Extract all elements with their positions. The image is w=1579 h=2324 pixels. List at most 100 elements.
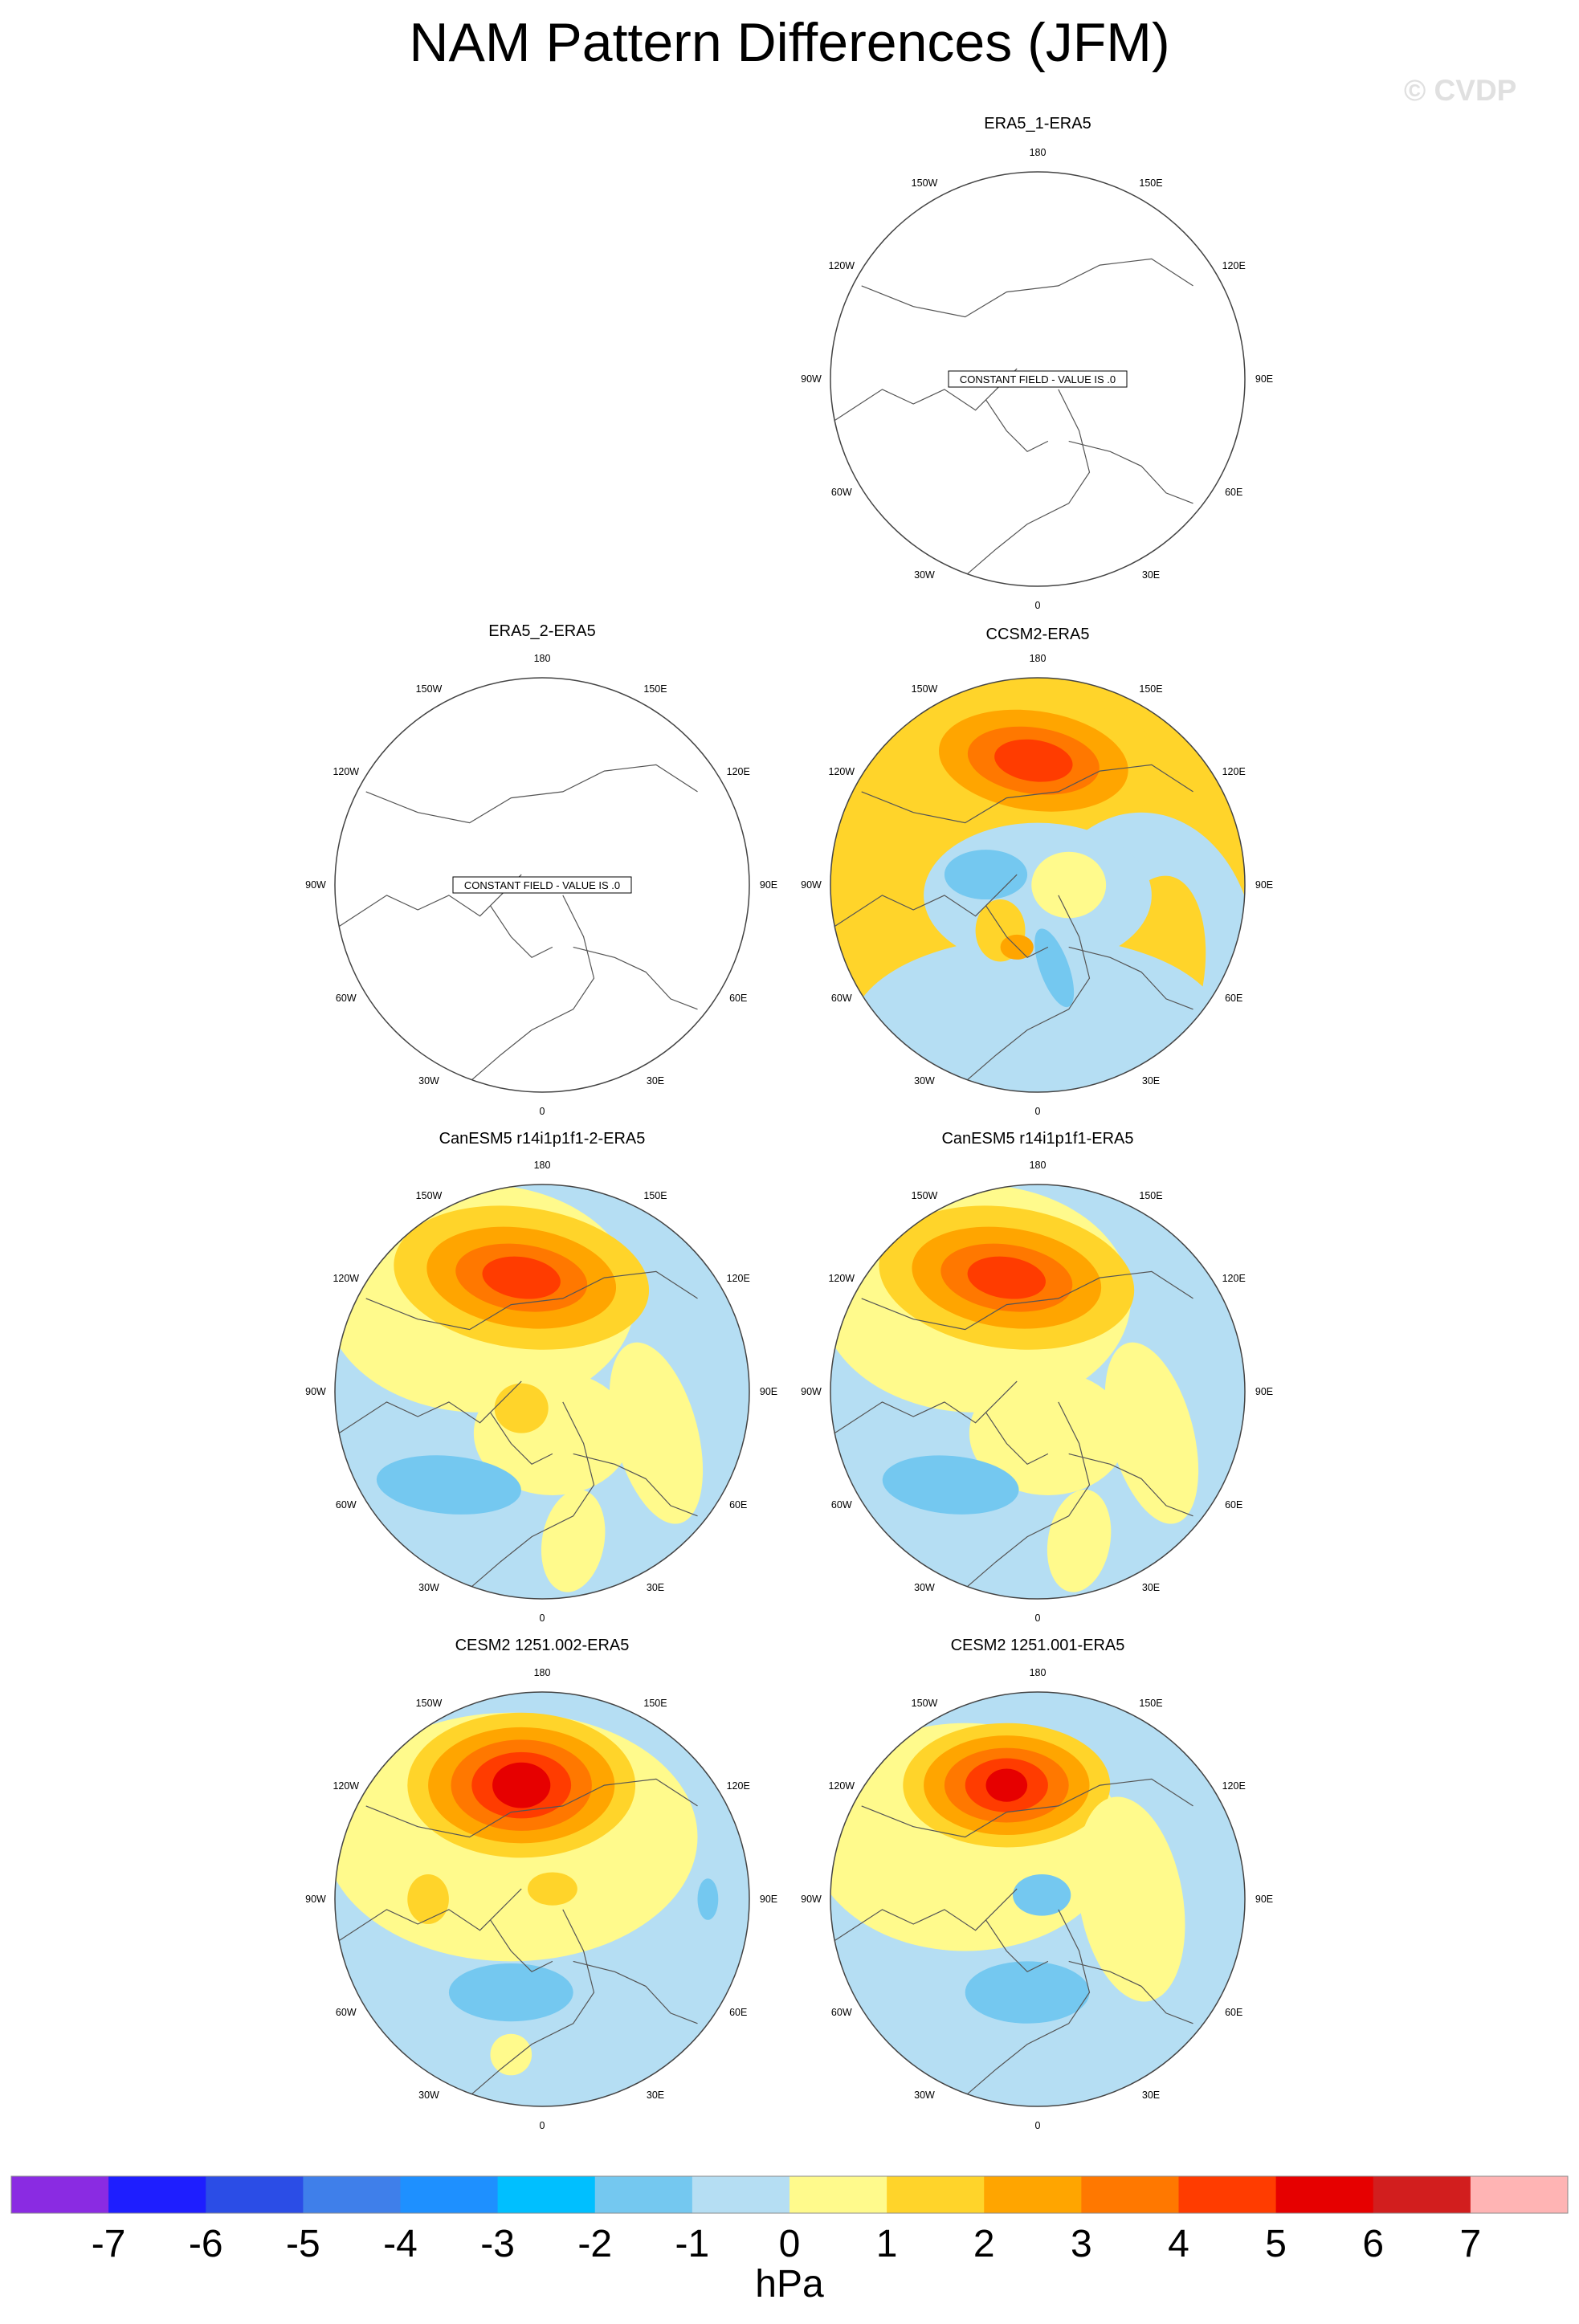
coastline bbox=[469, 1909, 595, 2097]
contour-fill bbox=[494, 1383, 549, 1433]
nam-panel: CanESM5 r14i1p1f1-ERA5 180 150E 120E 90E 60E 3… bbox=[801, 1130, 1273, 1624]
coastline bbox=[338, 874, 522, 928]
colorbar-frame bbox=[10, 2175, 1569, 2214]
longitude-label: 180 bbox=[534, 1160, 551, 1171]
longitude-label: 120W bbox=[828, 1780, 855, 1792]
longitude-label: 120W bbox=[828, 766, 855, 777]
colorbar-swatch bbox=[11, 2176, 109, 2213]
coastline bbox=[985, 1919, 1049, 1973]
colorbar-tick-label: 7 bbox=[1460, 2223, 1482, 2265]
longitude-label: 90W bbox=[801, 1386, 822, 1397]
colorbar-swatch bbox=[1470, 2176, 1569, 2213]
coastline bbox=[1068, 440, 1193, 504]
longitude-label: 120W bbox=[333, 1780, 359, 1792]
longitude-label: 90W bbox=[305, 1386, 326, 1397]
nam-panel: ERA5_1-ERA5 180 150E 120E 90E 60E 30E 0 30W 60W 90… bbox=[801, 115, 1273, 611]
longitude-label: 150E bbox=[1139, 683, 1162, 695]
coastline bbox=[573, 1453, 698, 1517]
colorbar-tick-label: -6 bbox=[189, 2223, 223, 2265]
contour-fill bbox=[882, 1455, 1019, 1515]
contour-fill bbox=[1013, 1874, 1071, 1916]
colorbar-tick-label: 5 bbox=[1265, 2223, 1287, 2265]
nam-panel: ERA5_2-ERA5 180 150E 120E 90E 60E 30E 0 30W 60W 90… bbox=[305, 622, 777, 1117]
longitude-label: 120E bbox=[727, 1273, 750, 1284]
colorbar-tick-label: -2 bbox=[577, 2223, 612, 2265]
contour-fill bbox=[697, 1878, 719, 1920]
longitude-label: 150W bbox=[912, 1190, 938, 1201]
longitude-label: 60W bbox=[831, 993, 852, 1004]
coastline bbox=[365, 1270, 698, 1331]
longitude-label: 30E bbox=[1142, 1075, 1160, 1087]
longitude-label: 150E bbox=[643, 1190, 667, 1201]
longitude-label: 120E bbox=[1222, 1780, 1246, 1792]
cvdp-watermark: © CVDP bbox=[1404, 74, 1517, 107]
coastline bbox=[1068, 1453, 1193, 1517]
longitude-label: 90E bbox=[760, 1894, 777, 1905]
longitude-label: 60E bbox=[1225, 2007, 1242, 2018]
colorbar-swatch bbox=[206, 2176, 304, 2213]
contour-fill bbox=[1034, 928, 1075, 1008]
contour-fill bbox=[609, 1342, 704, 1524]
colorbar-tick-label: 2 bbox=[973, 2223, 995, 2265]
constant-field-box bbox=[948, 370, 1128, 388]
contour-fill bbox=[1104, 1342, 1199, 1524]
colorbar-swatch bbox=[984, 2176, 1082, 2213]
longitude-label: 180 bbox=[1030, 1160, 1047, 1171]
longitude-label: 30W bbox=[914, 1075, 935, 1087]
colorbar-tick-label: 1 bbox=[876, 2223, 898, 2265]
longitude-label: 150W bbox=[416, 1190, 443, 1201]
contour-fill bbox=[527, 1872, 577, 1906]
longitude-label: 120E bbox=[1222, 766, 1246, 777]
longitude-label: 30E bbox=[1142, 569, 1160, 581]
longitude-label: 90W bbox=[305, 879, 326, 891]
contour-fill bbox=[1031, 851, 1107, 919]
contour-fill bbox=[851, 936, 1225, 1092]
colorbar-tick-label: -7 bbox=[92, 2223, 126, 2265]
contour-fill bbox=[407, 1874, 449, 1924]
map-boundary bbox=[334, 677, 750, 1093]
longitude-label: 30W bbox=[418, 1075, 439, 1087]
coastline bbox=[861, 764, 1193, 824]
longitude-label: 90W bbox=[801, 373, 822, 385]
colorbar-swatch bbox=[1373, 2176, 1471, 2213]
coastline bbox=[985, 399, 1049, 453]
colorbar-tick-label: 4 bbox=[1168, 2223, 1189, 2265]
coastline bbox=[338, 1380, 522, 1434]
longitude-label: 30E bbox=[1142, 2090, 1160, 2101]
coastline bbox=[490, 1919, 553, 1973]
longitude-label: 90E bbox=[1255, 879, 1273, 891]
longitude-label: 0 bbox=[1035, 1613, 1041, 1624]
colorbar-swatch bbox=[1178, 2176, 1277, 2213]
longitude-label: 60W bbox=[336, 993, 357, 1004]
coastline bbox=[965, 1909, 1091, 2097]
colorbar-tick-label: -4 bbox=[383, 2223, 418, 2265]
longitude-label: 30W bbox=[914, 569, 935, 581]
longitude-label: 120W bbox=[333, 1273, 359, 1284]
coastline bbox=[573, 1960, 698, 2024]
longitude-label: 180 bbox=[534, 653, 551, 664]
coastline bbox=[861, 258, 1193, 318]
longitude-label: 120E bbox=[1222, 1273, 1246, 1284]
contour-fill bbox=[985, 1768, 1028, 1802]
longitude-label: 120W bbox=[828, 1273, 855, 1284]
coastline bbox=[490, 905, 553, 959]
longitude-label: 90E bbox=[760, 879, 777, 891]
longitude-label: 90W bbox=[305, 1894, 326, 1905]
contour-fill bbox=[965, 1961, 1090, 2024]
nam-panel: CESM2 1251.002-ERA5 180 150E 120E 90E 60E 30E 0… bbox=[305, 1637, 777, 2131]
longitude-label: 60W bbox=[831, 487, 852, 498]
longitude-label: 180 bbox=[534, 1667, 551, 1678]
longitude-label: 60E bbox=[1225, 1499, 1242, 1511]
longitude-label: 60W bbox=[831, 2007, 852, 2018]
longitude-label: 0 bbox=[540, 1106, 545, 1117]
coastline bbox=[338, 1888, 522, 1942]
nam-panel: CanESM5 r14i1p1f1-2-ERA5 180 150E 120E 90E 60… bbox=[305, 1130, 777, 1624]
map-boundary bbox=[334, 1691, 750, 2107]
longitude-label: 30W bbox=[914, 2090, 935, 2101]
longitude-label: 30W bbox=[418, 2090, 439, 2101]
colorbar-tick-label: -1 bbox=[675, 2223, 710, 2265]
contour-fill bbox=[994, 739, 1073, 782]
contour-fill bbox=[1126, 1936, 1177, 1987]
longitude-label: 0 bbox=[540, 1613, 545, 1624]
colorbar-tick-label: 6 bbox=[1362, 2223, 1384, 2265]
